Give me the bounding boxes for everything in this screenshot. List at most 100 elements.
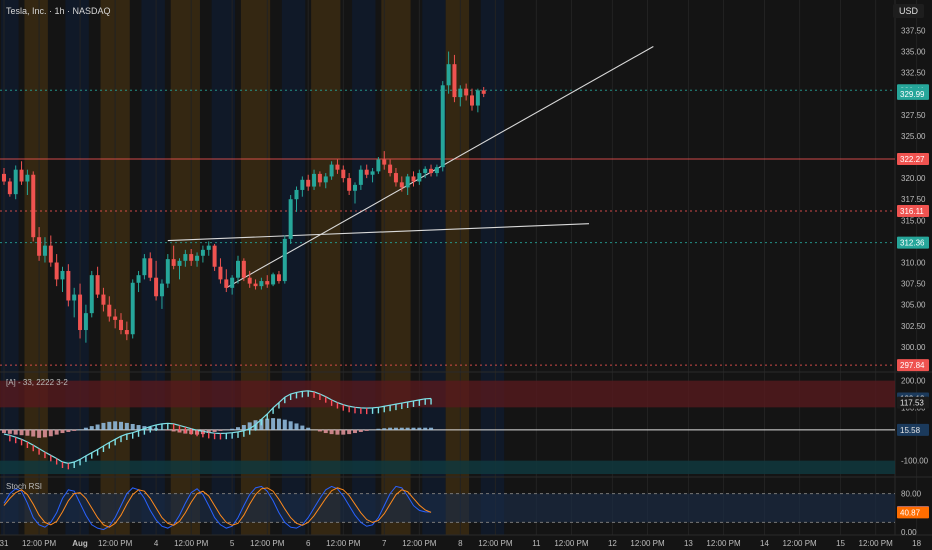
candle-body-24 [142,258,147,276]
session-band-9 [311,0,341,535]
candle-body-81 [475,90,480,106]
time-tick-label-15: 12:00 PM [554,539,589,548]
osc-tag-1: 117.53 [900,399,924,408]
osc-histogram-bar-8 [48,429,53,437]
candle-body-1 [7,181,12,195]
candle-body-53 [312,173,317,187]
price-tick-label-12: 307.50 [901,280,926,289]
price-tick-label-11: 310.00 [901,259,926,268]
candle-body-54 [317,173,322,183]
osc-histogram-bar-60 [353,429,357,434]
candle-body-69 [405,176,410,188]
session-band-5 [170,0,200,535]
stoch-tag-1-bg [897,506,929,519]
osc-tag-2-bg [897,423,929,436]
osc-histogram-bar-22 [130,423,135,430]
currency-button[interactable]: USD [892,4,924,18]
candle-body-31 [183,254,188,261]
price-tag-1-bg [897,87,929,100]
time-tick-label-16: 12 [608,539,617,548]
price-tag-3-bg [897,204,929,217]
price-tick-label-8: 317.50 [901,195,926,204]
osc-histogram-bar-50 [294,423,299,430]
osc-histogram-bar-56 [329,429,334,435]
price-tick-label-2: 332.50 [901,69,926,78]
stoch-tick-label-1: 0.00 [901,528,917,537]
candle-body-41 [241,260,246,278]
candle-body-42 [247,277,252,284]
candle-body-56 [329,164,334,177]
osc-histogram-bar-18 [107,421,112,430]
osc-histogram-bar-42 [247,422,252,430]
trendline-0 [167,223,590,242]
osc-histogram-bar-24 [142,426,147,430]
time-tick-label-7: 12:00 PM [250,539,285,548]
oscillator-label: [A] - 33, 2222 3-2 [6,378,68,387]
candle-body-26 [154,277,159,297]
time-tick-label-0: 31 [0,539,9,548]
candle-body-47 [276,274,281,282]
candle-body-22 [130,282,135,335]
osc-tick-label-2: -100.00 [901,457,929,466]
candle-body-50 [294,189,299,200]
candle-body-25 [148,258,153,278]
price-tick-label-9: 315.00 [901,216,926,225]
candle-body-29 [171,259,176,266]
osc-histogram-bar-64 [376,428,381,430]
candle-body-27 [159,283,164,297]
osc-histogram-bar-46 [271,418,276,430]
osc-histogram-bar-57 [335,429,340,435]
osc-histogram-bar-47 [276,418,281,430]
candle-body-11 [66,270,71,301]
candle-body-77 [452,64,457,98]
candle-body-2 [13,169,18,195]
osc-histogram-bar-14 [83,427,88,430]
osc-histogram-bar-19 [113,421,118,430]
time-tick-label-13: 12:00 PM [478,539,513,548]
session-band-11 [381,0,411,535]
osc-histogram-bar-68 [399,427,404,430]
time-tick-label-23: 12:00 PM [859,539,894,548]
candle-body-57 [335,164,340,170]
time-tick-label-18: 13 [684,539,693,548]
candle-body-59 [347,178,352,191]
osc-upper-zone [0,380,895,408]
stoch-rsi-label: Stoch RSI [6,482,43,491]
osc-histogram-bar-69 [405,427,410,430]
time-tick-label-3: 12:00 PM [98,539,133,548]
session-band-6 [211,0,236,535]
time-tick-label-1: 12:00 PM [22,539,57,548]
session-band-2 [65,0,89,535]
osc-histogram-bar-70 [411,427,416,430]
time-tick-label-8: 6 [306,539,311,548]
osc-histogram-bar-10 [60,429,65,434]
candle-body-64 [376,159,381,172]
candle-body-79 [464,88,469,96]
osc-histogram-bar-1 [7,429,12,434]
osc-histogram-bar-36 [212,429,217,432]
candle-body-19 [113,316,118,320]
osc-histogram-bar-58 [341,429,346,435]
candle-body-28 [165,259,170,284]
candle-body-0 [2,173,6,182]
osc-histogram-bar-40 [236,427,240,430]
candle-body-3 [19,169,24,182]
candle-body-63 [370,171,375,175]
stoch-line-1 [3,487,432,528]
candle-body-37 [218,266,223,280]
candle-body-71 [417,173,422,182]
candle-body-51 [300,179,305,190]
candle-body-76 [446,64,451,86]
osc-histogram-bar-73 [429,427,434,430]
candle-body-30 [177,260,182,266]
osc-tick-label-0: 200.00 [901,377,926,386]
osc-histogram-bar-71 [417,427,422,430]
osc-tag-1-bg [897,396,929,409]
time-tick-label-6: 5 [230,539,235,548]
candle-body-58 [341,169,346,179]
time-tick-label-4: 4 [154,539,159,548]
candle-body-80 [470,95,474,106]
stoch-tag-1: 40.87 [900,508,921,517]
candle-body-7 [42,245,47,256]
